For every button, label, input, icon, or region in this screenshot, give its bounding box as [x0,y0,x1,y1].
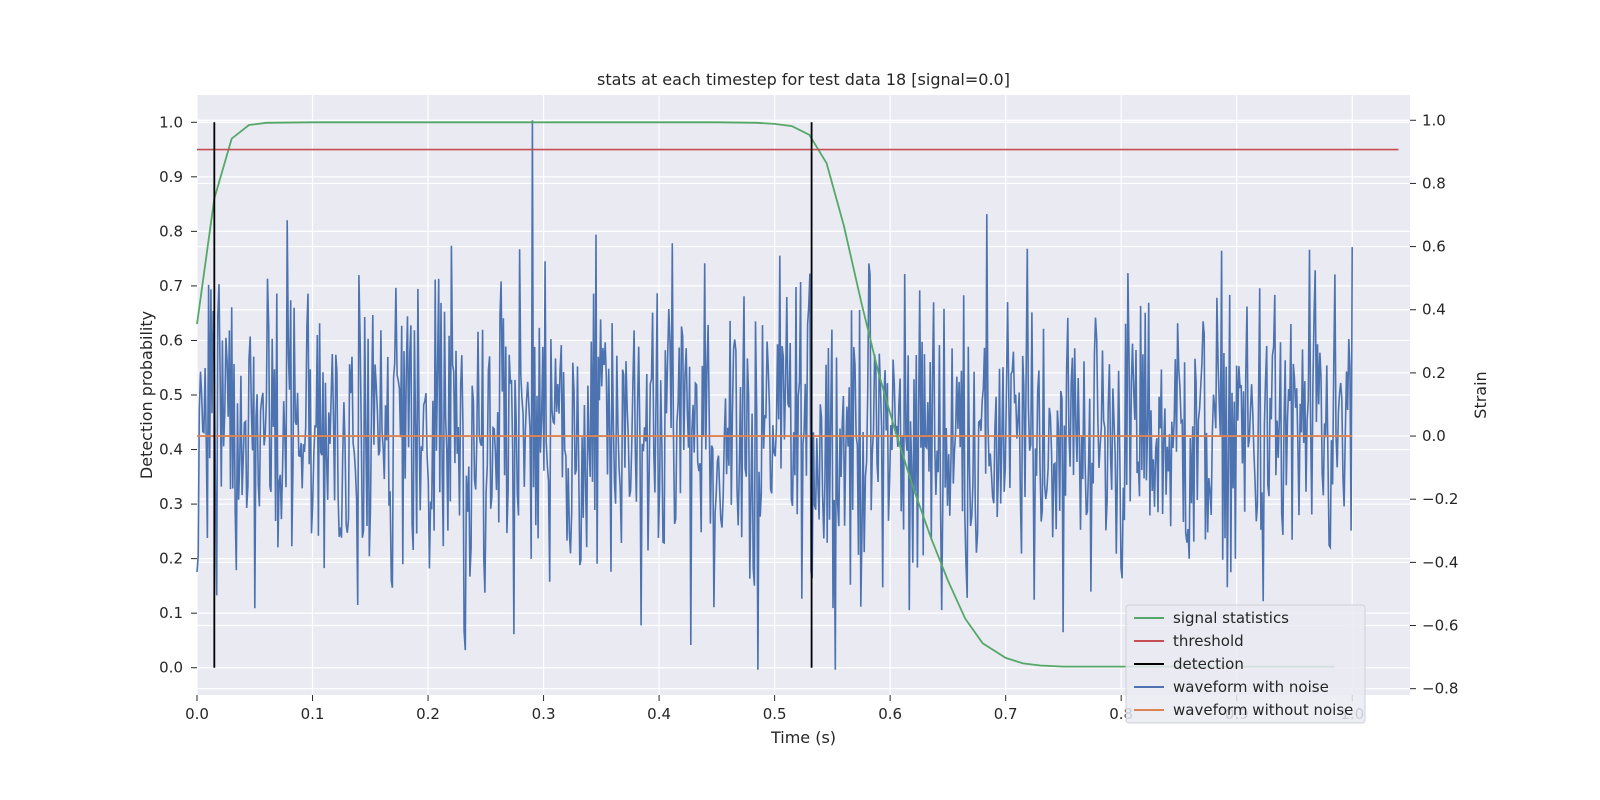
y-right-tick-label: 0.8 [1422,174,1446,192]
signal-statistics-series [196,121,1335,668]
y-tick-label: 0.7 [159,277,183,295]
y-tick-label: 0.0 [159,659,183,677]
y-right-tick-label: −0.6 [1422,617,1458,635]
x-tick-label: 0.7 [994,705,1018,723]
legend-label: threshold [1173,632,1244,650]
y-tick-label: 0.1 [159,604,183,622]
x-tick-label: 0.2 [416,705,440,723]
y-tick-label: 0.6 [159,331,183,349]
signal-statistics-line [196,121,1335,668]
y-tick-label: 0.5 [159,386,183,404]
y-right-tick-label: −0.2 [1422,490,1458,508]
x-tick-label: 0.3 [532,705,556,723]
y-tick-label: 0.2 [159,550,183,568]
x-tick-label: 0.0 [185,705,209,723]
legend-label: detection [1173,655,1244,673]
legend-label: waveform with noise [1173,678,1329,696]
x-tick-label: 0.4 [647,705,671,723]
detection-series [213,122,813,668]
y-axis-label: Detection probability [137,311,156,479]
y-right-tick-label: 0.6 [1422,238,1446,256]
y-tick-label: 1.0 [159,113,183,131]
x-tick-label: 0.1 [301,705,325,723]
x-tick-label: 0.5 [763,705,787,723]
x-axis-label: Time (s) [770,728,836,747]
y-tick-label: 0.8 [159,222,183,240]
waveform-with-noise-series [196,120,1353,670]
legend: signal statistics threshold detection wavef… [1125,604,1366,724]
x-tick-label: 0.6 [878,705,902,723]
y-axis-right-label: Strain [1471,371,1490,418]
y-tick-label: 0.3 [159,495,183,513]
y-right-tick-label: 1.0 [1422,111,1446,129]
y-right-tick-label: 0.0 [1422,427,1446,445]
legend-box [1125,604,1366,724]
legend-label: waveform without noise [1173,701,1353,719]
y-right-tick-label: −0.4 [1422,553,1458,571]
y-right-tick-label: −0.8 [1422,680,1458,698]
y-right-tick-label: 0.2 [1422,364,1446,382]
y-right-tick-label: 0.4 [1422,301,1446,319]
chart-title: stats at each timestep for test data 18 … [597,70,1010,89]
waveform-with-noise-line [196,120,1353,670]
legend-label: signal statistics [1173,609,1289,627]
y-tick-label: 0.9 [159,168,183,186]
y-tick-label: 0.4 [159,441,183,459]
